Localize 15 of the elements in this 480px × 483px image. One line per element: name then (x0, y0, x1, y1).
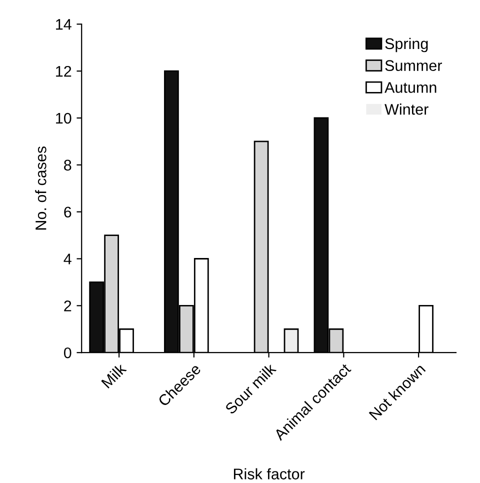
x-tick-label: Milk (100, 362, 127, 388)
y-axis-title: No. of cases (35, 146, 46, 230)
legend-label: Autumn (384, 82, 436, 93)
x-axis-title: Risk factor (234, 468, 305, 480)
legend-label: Spring (385, 38, 428, 52)
y-tick-label: 6 (64, 206, 72, 218)
legend-label: Winter (384, 104, 428, 115)
y-tick-label: 10 (56, 112, 72, 124)
y-tick-label: 4 (64, 254, 72, 264)
y-tick-label: 2 (64, 300, 72, 312)
y-tick-label: 8 (64, 160, 72, 171)
legend-label: Summer (385, 60, 442, 72)
y-tick-label: 0 (64, 347, 72, 358)
y-tick-label: 12 (56, 66, 72, 77)
y-tick-label: 14 (56, 19, 72, 30)
